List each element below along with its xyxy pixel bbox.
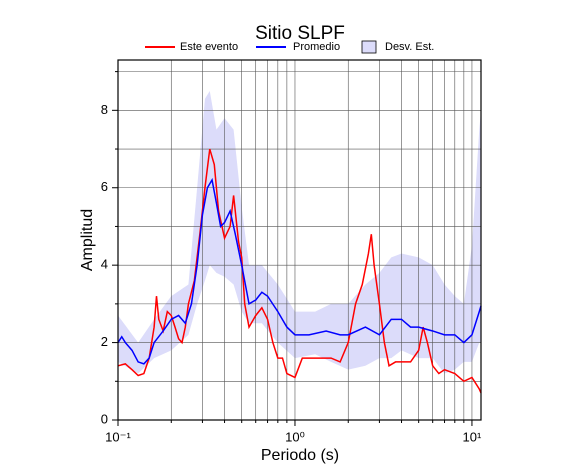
- series-line: [117, 148, 482, 394]
- series-line: [117, 177, 482, 365]
- y-axis-label: Amplitud: [79, 209, 96, 271]
- plot-frame: [117, 59, 482, 421]
- legend-label: Desv. Est.: [385, 41, 434, 53]
- x-axis-label: Periodo (s): [261, 447, 339, 464]
- x-tick-label: 10¹: [463, 429, 482, 444]
- chart-title: Sitio SLPF: [255, 23, 345, 44]
- legend-label: Promedio: [293, 41, 340, 53]
- y-tick-label: 0: [101, 411, 108, 426]
- legend-label: Este evento: [180, 41, 238, 53]
- x-tick-label: 10⁻¹: [105, 429, 131, 444]
- y-tick-label: 6: [101, 179, 108, 194]
- x-tick-label: 10⁰: [285, 429, 305, 444]
- std-band: [118, 90, 481, 374]
- y-tick-label: 8: [101, 102, 108, 117]
- y-tick-label: 4: [101, 257, 108, 272]
- legend-swatch: [361, 40, 377, 54]
- y-tick-label: 2: [101, 334, 108, 349]
